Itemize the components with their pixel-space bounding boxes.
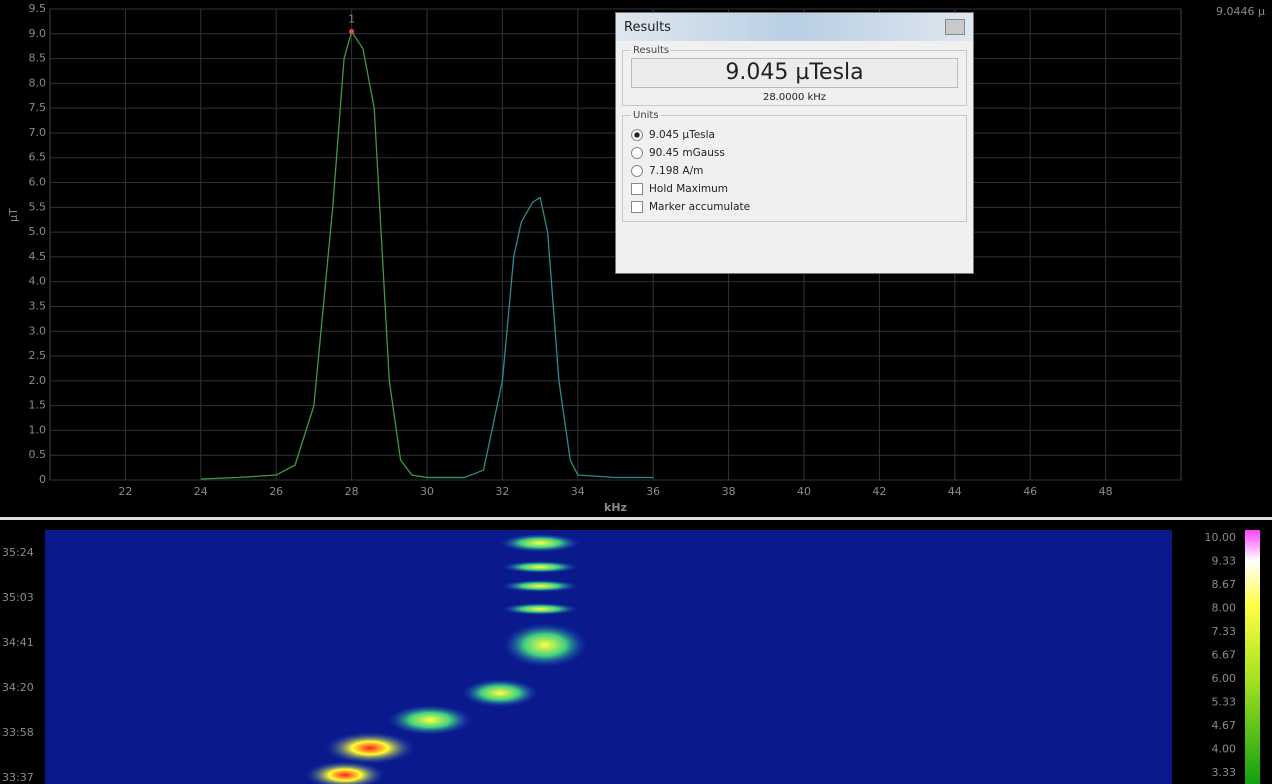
results-dialog: Results Results 9.045 µTesla 28.0000 kHz… <box>615 12 974 274</box>
colorbar-label: 8.00 <box>1212 602 1237 615</box>
y-tick-label: 3.5 <box>29 299 47 312</box>
checkbox[interactable]: Hold Maximum <box>631 183 958 195</box>
units-group: Units 9.045 µTesla 90.45 mGauss 7.198 A/… <box>622 110 967 222</box>
time-label: 33:37 <box>2 771 34 784</box>
colorbar-label: 4.67 <box>1212 719 1237 732</box>
colorbar-label: 4.00 <box>1212 743 1237 756</box>
radio[interactable]: 9.045 µTesla <box>631 129 958 141</box>
y-tick-label: 8.0 <box>29 76 47 89</box>
x-axis-label: kHz <box>604 501 627 514</box>
y-tick-label: 6.5 <box>29 151 47 164</box>
time-label: 34:41 <box>2 636 34 649</box>
y-tick-label: 7.5 <box>29 101 47 114</box>
x-tick-label: 48 <box>1099 485 1113 498</box>
checkbox[interactable]: Marker accumulate <box>631 201 958 213</box>
time-label: 34:20 <box>2 681 34 694</box>
y-tick-label: 2.0 <box>29 374 47 387</box>
y-tick-label: 4.0 <box>29 275 47 288</box>
close-button[interactable] <box>945 19 965 35</box>
y-tick-label: 0.5 <box>29 448 47 461</box>
y-tick-label: 4.5 <box>29 250 47 263</box>
x-tick-label: 38 <box>722 485 736 498</box>
x-tick-label: 42 <box>872 485 886 498</box>
checkbox-label: Hold Maximum <box>649 183 728 195</box>
x-tick-label: 28 <box>345 485 359 498</box>
x-tick-label: 22 <box>118 485 132 498</box>
radio[interactable]: 7.198 A/m <box>631 165 958 177</box>
time-label: 35:24 <box>2 546 34 559</box>
results-group: Results 9.045 µTesla 28.0000 kHz <box>622 45 967 106</box>
y-tick-label: 5.0 <box>29 225 47 238</box>
app: 0 0.5 1.0 1.5 2.0 2.5 3.0 3.5 4.0 4.5 5.0 5.5 6.0 6.5… <box>0 0 1272 784</box>
colorbar-label: 9.33 <box>1212 555 1237 568</box>
group-label: Units <box>631 110 661 121</box>
dialog-title: Results <box>624 20 671 35</box>
x-tick-label: 30 <box>420 485 434 498</box>
reading: 9.045 µTesla <box>631 58 958 88</box>
y-tick-label: 0 <box>39 473 46 486</box>
title-bar: Results <box>616 13 973 41</box>
marker-label: 1 <box>348 13 355 26</box>
y-tick-label: 7.0 <box>29 126 47 139</box>
x-tick-label: 32 <box>495 485 509 498</box>
radio-label: 7.198 A/m <box>649 165 703 177</box>
colorbar-label: 3.33 <box>1212 766 1237 779</box>
separator <box>0 517 1272 520</box>
checkbox-label: Marker accumulate <box>649 201 750 213</box>
group-label: Results <box>631 45 671 56</box>
y-tick-label: 2.5 <box>29 349 47 362</box>
colorbar-label: 6.67 <box>1212 649 1237 662</box>
time-label: 33:58 <box>2 726 34 739</box>
colorbar-label: 7.33 <box>1212 625 1237 638</box>
y-tick-label: 8.5 <box>29 52 47 65</box>
x-tick-label: 46 <box>1023 485 1037 498</box>
radio-label: 9.045 µTesla <box>649 129 715 141</box>
radio-label: 90.45 mGauss <box>649 147 725 159</box>
colorbar-label: 6.00 <box>1212 672 1237 685</box>
y-tick-label: 1.5 <box>29 399 47 412</box>
y-axis-label: µT <box>7 208 20 222</box>
y-tick-label: 3.0 <box>29 324 47 337</box>
y-tick-label: 5.5 <box>29 200 47 213</box>
corner-readout: 9.0446 µ <box>1216 5 1265 18</box>
colorbar <box>1245 530 1260 784</box>
x-tick-label: 26 <box>269 485 283 498</box>
colorbar-label: 8.67 <box>1212 578 1237 591</box>
waterfall-area <box>45 530 1172 784</box>
trace <box>201 32 465 479</box>
y-tick-label: 9.5 <box>29 2 47 15</box>
x-tick-label: 40 <box>797 485 811 498</box>
x-tick-label: 36 <box>646 485 660 498</box>
peak-marker <box>349 29 354 34</box>
frequency: 28.0000 kHz <box>631 92 958 103</box>
y-tick-label: 9.0 <box>29 27 47 40</box>
x-tick-label: 24 <box>194 485 208 498</box>
colorbar-label: 5.33 <box>1212 696 1237 709</box>
radio[interactable]: 90.45 mGauss <box>631 147 958 159</box>
x-tick-label: 44 <box>948 485 962 498</box>
y-tick-label: 1.0 <box>29 423 47 436</box>
x-tick-label: 34 <box>571 485 585 498</box>
colorbar-label: 10.00 <box>1205 531 1237 544</box>
time-label: 35:03 <box>2 591 34 604</box>
y-tick-label: 6.0 <box>29 176 47 189</box>
